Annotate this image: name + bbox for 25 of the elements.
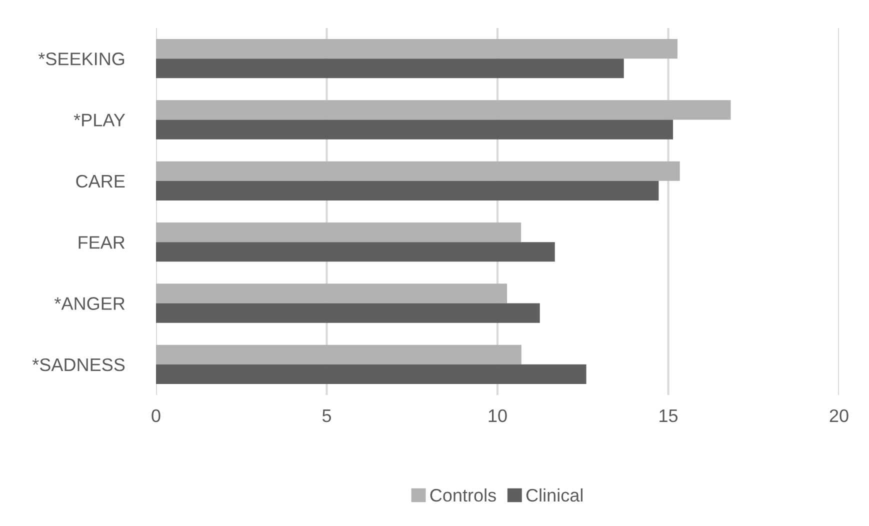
bar — [156, 39, 678, 59]
x-tick-label: 20 — [830, 409, 848, 422]
x-tick-label: 5 — [322, 410, 332, 422]
bar — [156, 222, 522, 242]
bar — [156, 161, 680, 181]
y-tick-label: FEAR — [78, 236, 125, 249]
bar — [156, 100, 731, 120]
y-tick-label: CARE — [76, 174, 125, 188]
bar — [156, 303, 540, 323]
x-tick-label: 0 — [152, 409, 160, 422]
bar — [156, 180, 659, 200]
bar — [156, 58, 624, 78]
legend-label: Clinical — [526, 488, 582, 502]
x-tick-label: 15 — [660, 410, 678, 422]
y-tick-label: *SEEKING — [38, 52, 124, 66]
bar — [156, 364, 586, 384]
bar — [156, 284, 508, 304]
legend-label: Controls — [430, 488, 496, 502]
y-tick-label: *SADNESS — [32, 358, 125, 372]
bar — [156, 120, 674, 140]
x-tick-label: 10 — [488, 409, 507, 422]
bar — [156, 242, 555, 262]
y-tick-label: *PLAY — [74, 114, 126, 126]
bar — [156, 344, 522, 364]
y-tick-label: *ANGER — [54, 297, 125, 310]
